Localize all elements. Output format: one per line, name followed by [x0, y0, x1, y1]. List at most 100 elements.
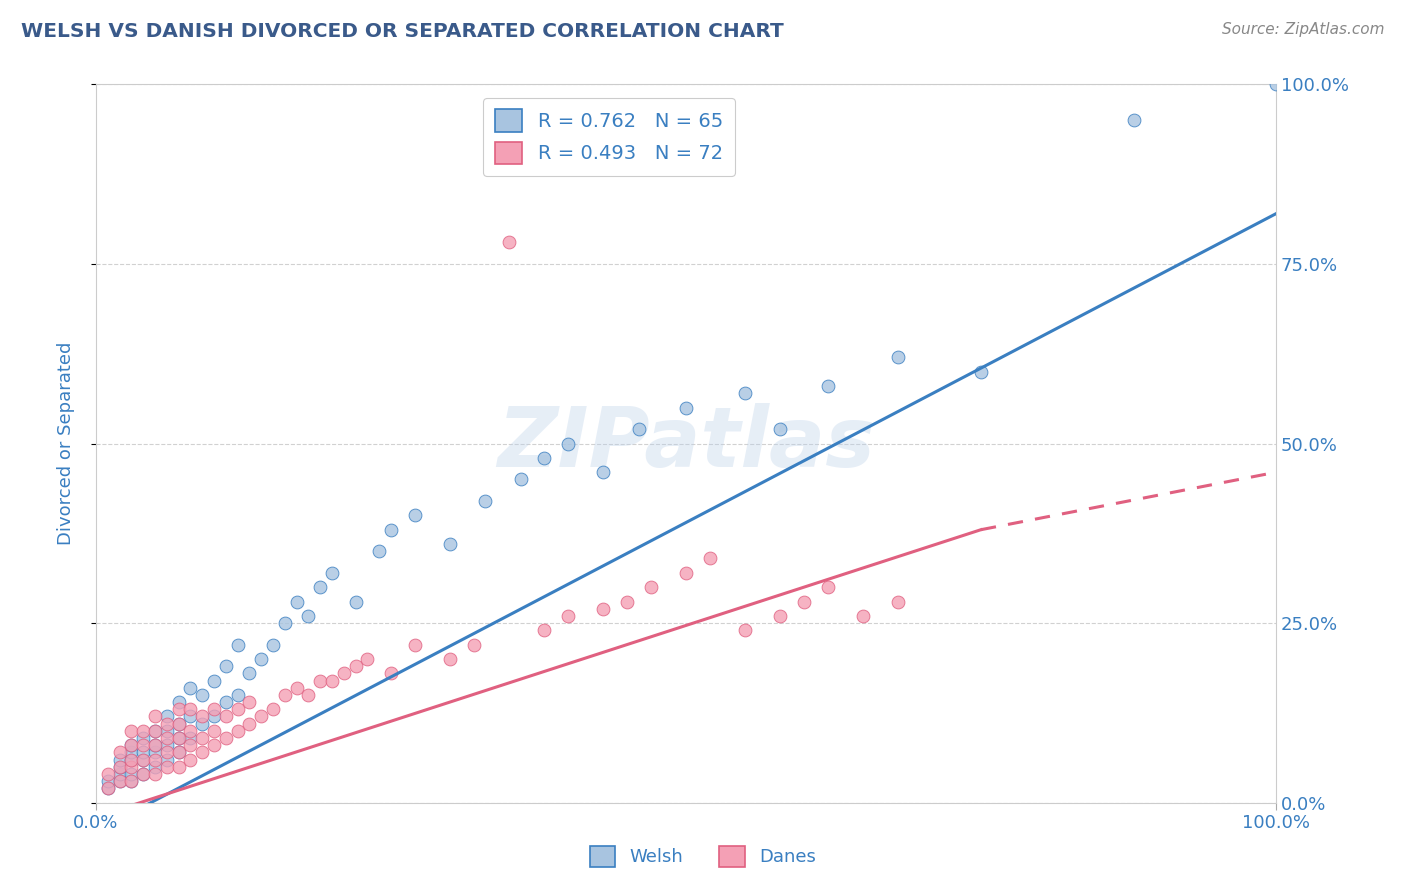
- Point: [380, 666, 402, 681]
- Point: [439, 652, 461, 666]
- Point: [202, 702, 225, 716]
- Point: [262, 638, 284, 652]
- Point: [202, 673, 225, 688]
- Point: [297, 688, 319, 702]
- Point: [356, 652, 378, 666]
- Point: [238, 666, 260, 681]
- Point: [179, 709, 201, 723]
- Point: [439, 537, 461, 551]
- Text: Source: ZipAtlas.com: Source: ZipAtlas.com: [1222, 22, 1385, 37]
- Point: [344, 594, 367, 608]
- Point: [226, 702, 249, 716]
- Point: [156, 745, 179, 759]
- Point: [143, 709, 166, 723]
- Point: [215, 695, 238, 709]
- Point: [120, 752, 142, 766]
- Legend: R = 0.762   N = 65, R = 0.493   N = 72: R = 0.762 N = 65, R = 0.493 N = 72: [484, 98, 735, 176]
- Point: [333, 666, 356, 681]
- Point: [156, 752, 179, 766]
- Point: [156, 716, 179, 731]
- Point: [108, 760, 131, 774]
- Point: [309, 673, 332, 688]
- Point: [191, 688, 214, 702]
- Point: [132, 752, 155, 766]
- Point: [167, 731, 190, 745]
- Point: [191, 716, 214, 731]
- Point: [132, 745, 155, 759]
- Point: [215, 731, 238, 745]
- Point: [167, 695, 190, 709]
- Point: [143, 723, 166, 738]
- Point: [167, 716, 190, 731]
- Point: [143, 738, 166, 752]
- Point: [143, 745, 166, 759]
- Point: [132, 767, 155, 781]
- Point: [108, 752, 131, 766]
- Point: [202, 709, 225, 723]
- Point: [179, 738, 201, 752]
- Point: [179, 752, 201, 766]
- Point: [640, 580, 662, 594]
- Point: [297, 608, 319, 623]
- Point: [817, 580, 839, 594]
- Point: [344, 659, 367, 673]
- Point: [179, 702, 201, 716]
- Point: [167, 760, 190, 774]
- Point: [592, 601, 614, 615]
- Point: [97, 781, 120, 796]
- Point: [156, 731, 179, 745]
- Point: [274, 688, 297, 702]
- Point: [627, 422, 650, 436]
- Point: [887, 594, 910, 608]
- Point: [285, 681, 308, 695]
- Point: [285, 594, 308, 608]
- Point: [404, 638, 426, 652]
- Point: [167, 716, 190, 731]
- Point: [108, 760, 131, 774]
- Point: [557, 436, 579, 450]
- Point: [120, 774, 142, 789]
- Point: [817, 379, 839, 393]
- Point: [368, 544, 391, 558]
- Point: [592, 465, 614, 479]
- Point: [97, 767, 120, 781]
- Y-axis label: Divorced or Separated: Divorced or Separated: [58, 342, 75, 545]
- Point: [734, 386, 756, 401]
- Point: [179, 731, 201, 745]
- Point: [191, 731, 214, 745]
- Point: [191, 709, 214, 723]
- Point: [156, 723, 179, 738]
- Point: [108, 774, 131, 789]
- Point: [852, 608, 875, 623]
- Text: ZIPatlas: ZIPatlas: [498, 403, 875, 484]
- Point: [120, 745, 142, 759]
- Point: [143, 738, 166, 752]
- Legend: Welsh, Danes: Welsh, Danes: [582, 838, 824, 874]
- Point: [380, 523, 402, 537]
- Point: [498, 235, 520, 250]
- Point: [699, 551, 721, 566]
- Point: [108, 774, 131, 789]
- Point: [321, 673, 343, 688]
- Point: [143, 723, 166, 738]
- Point: [557, 608, 579, 623]
- Point: [143, 752, 166, 766]
- Point: [156, 738, 179, 752]
- Text: WELSH VS DANISH DIVORCED OR SEPARATED CORRELATION CHART: WELSH VS DANISH DIVORCED OR SEPARATED CO…: [21, 22, 783, 41]
- Point: [120, 738, 142, 752]
- Point: [120, 723, 142, 738]
- Point: [226, 638, 249, 652]
- Point: [215, 709, 238, 723]
- Point: [509, 472, 531, 486]
- Point: [132, 723, 155, 738]
- Point: [132, 752, 155, 766]
- Point: [533, 450, 555, 465]
- Point: [238, 716, 260, 731]
- Point: [675, 401, 697, 415]
- Point: [463, 638, 485, 652]
- Point: [156, 709, 179, 723]
- Point: [734, 624, 756, 638]
- Point: [262, 702, 284, 716]
- Point: [202, 738, 225, 752]
- Point: [132, 767, 155, 781]
